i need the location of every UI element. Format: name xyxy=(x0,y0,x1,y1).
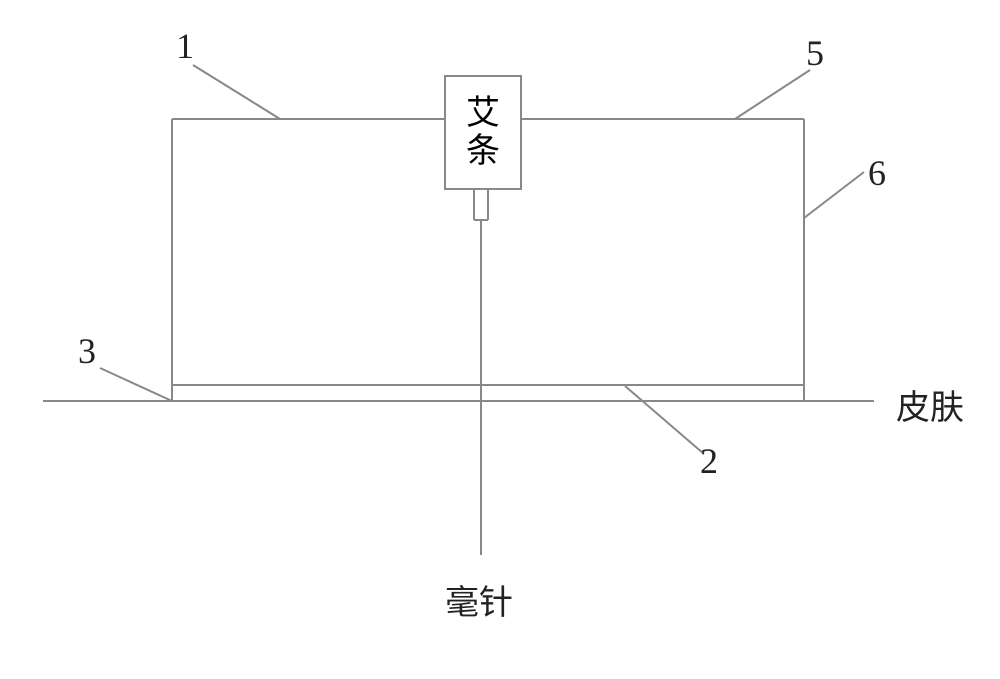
label-1: 1 xyxy=(176,25,194,67)
leader-3 xyxy=(100,368,172,401)
moxa-box: 艾 条 xyxy=(444,75,522,190)
needle-label: 毫针 xyxy=(445,575,513,624)
leader-2 xyxy=(625,386,704,454)
skin-label: 皮肤 xyxy=(896,380,964,429)
moxa-char-1: 艾 xyxy=(466,95,500,132)
label-3: 3 xyxy=(78,330,96,372)
diagram-container: 艾 条 1 5 6 3 2 皮肤 毫针 xyxy=(0,0,1000,679)
label-5: 5 xyxy=(806,32,824,74)
moxa-char-2: 条 xyxy=(466,133,500,170)
leader-1 xyxy=(193,65,280,119)
label-6: 6 xyxy=(868,152,886,194)
label-2: 2 xyxy=(700,440,718,482)
leader-5 xyxy=(735,70,810,119)
leader-6 xyxy=(804,172,864,218)
